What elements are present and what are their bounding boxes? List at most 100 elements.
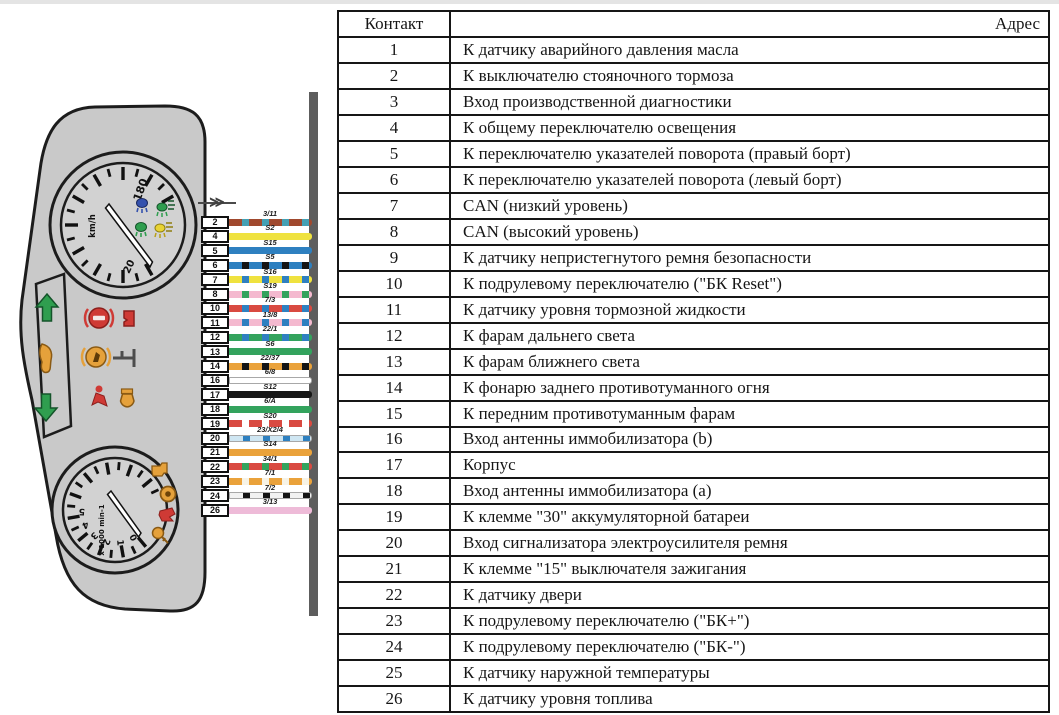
address-cell: К общему переключателю освещения [463, 117, 737, 137]
pin-number-box: 14 [201, 359, 229, 373]
wire [229, 319, 312, 327]
table-row: 7 CAN (низкий уровень) [339, 191, 1048, 218]
wire-code-label: 34/1 [262, 453, 278, 463]
pin-number-box: 18 [201, 402, 229, 416]
wire-code-label: S20 [263, 410, 277, 420]
wire-code-label: S6 [265, 338, 275, 348]
wire-code-label: S12 [263, 381, 277, 391]
contact-cell: 7 [339, 193, 451, 218]
address-cell: Вход антенны иммобилизатора (a) [463, 481, 712, 501]
address-cell: К подрулевому переключателю ("БК+") [463, 611, 750, 631]
wire [229, 218, 312, 226]
pin-number-box: 7 [201, 273, 229, 287]
top-edge-strip [0, 0, 1059, 4]
contact-cell: 26 [339, 687, 451, 712]
wire [229, 420, 312, 428]
battery-warning-icon [158, 507, 176, 522]
contact-cell: 14 [339, 375, 451, 400]
pin-number-box: 10 [201, 301, 229, 315]
wire [229, 463, 312, 471]
table-row: 22 К датчику двери [339, 581, 1048, 608]
table-row: 26 К датчику уровня топлива [339, 685, 1048, 712]
pin-number-box: 22 [201, 460, 229, 474]
contact-cell: 23 [339, 609, 451, 634]
table-row: 12 К фарам дальнего света [339, 321, 1048, 348]
table-row: 20 Вход сигнализатора электроусилителя ре… [339, 529, 1048, 556]
pin-number-box: 24 [201, 489, 229, 503]
contact-cell: 12 [339, 323, 451, 348]
immobilizer-icon [151, 526, 169, 544]
contact-cell: 21 [339, 557, 451, 582]
wire [229, 434, 312, 442]
address-cell: К фарам дальнего света [463, 325, 635, 345]
contact-cell: 19 [339, 505, 451, 530]
wire-code-label: S16 [263, 266, 277, 276]
address-cell: К клемме "30" аккумуляторной батареи [463, 507, 750, 527]
wire-code-label: 7/3 [264, 295, 276, 305]
brake-warning-icon [83, 307, 115, 329]
wire [229, 405, 312, 413]
address-cell: CAN (высокий уровень) [463, 221, 639, 241]
table-row: 10 К подрулевому переключателю ("БК Reset… [339, 269, 1048, 296]
tachometer-number: 2 [100, 537, 112, 546]
contact-cell: 13 [339, 349, 451, 374]
wire [229, 448, 312, 456]
pin-number-box: 5 [201, 244, 229, 258]
wire [229, 506, 312, 514]
contact-cell: 17 [339, 453, 451, 478]
pin-number-box: 20 [201, 431, 229, 445]
table-row: 13 К фарам ближнего света [339, 347, 1048, 374]
address-cell: К датчику уровня тормозной жидкости [463, 299, 746, 319]
table-row: 5 К переключателю указателей поворота (пр… [339, 139, 1048, 166]
contact-cell: 6 [339, 167, 451, 192]
wire [229, 348, 312, 356]
wire [229, 290, 312, 298]
table-row: 2 К выключателю стояночного тормоза [339, 61, 1048, 88]
wire-code-label: 23/X2/4 [257, 425, 283, 434]
address-cell: Вход сигнализатора электроусилителя ремн… [463, 533, 788, 553]
table-row: 21 К клемме "15" выключателя зажигания [339, 555, 1048, 582]
contact-cell: 9 [339, 245, 451, 270]
contact-cell: 8 [339, 219, 451, 244]
contact-cell: 1 [339, 37, 451, 62]
address-cell: К клемме "15" выключателя зажигания [463, 559, 747, 579]
address-cell: К датчику наружной температуры [463, 663, 710, 683]
tachometer-number: 3 [88, 529, 100, 540]
speedometer-min-label: 20 [122, 258, 138, 275]
wire-code-label: 3/13 [262, 497, 278, 506]
high-beam-icon [136, 198, 148, 213]
pin-number-box: 16 [201, 373, 229, 387]
wire [229, 362, 312, 370]
tachometer-needle [106, 489, 142, 539]
check-engine-icon [151, 462, 168, 477]
pinout-table: Контакт Адрес 1 К датчику аварийного давл… [337, 10, 1050, 713]
speedometer-needle [104, 202, 154, 269]
wire-code-label: S2 [265, 223, 275, 233]
wire-code-label: 3/11 [262, 209, 278, 218]
warning-icons [80, 307, 136, 408]
table-row: 14 К фонарю заднего противотуманного огня [339, 373, 1048, 400]
tachometer-number: 5 [79, 506, 86, 516]
pin-number-box: 12 [201, 330, 229, 344]
address-cell: К передним противотуманным фарам [463, 403, 736, 423]
abs-icon [159, 485, 177, 503]
table-row: 23 К подрулевому переключателю ("БК+") [339, 607, 1048, 634]
wire-code-label: 13/8 [262, 309, 278, 319]
contact-cell: 3 [339, 89, 451, 114]
address-cell: К фарам ближнего света [463, 351, 640, 371]
pin-number-box: 26 [201, 503, 229, 517]
address-cell: Вход антенны иммобилизатора (b) [463, 429, 713, 449]
address-cell: К выключателю стояночного тормоза [463, 65, 734, 85]
connector-symbol: ≫ [209, 194, 225, 211]
wire-code-label: 6/8 [264, 367, 276, 377]
wire [229, 304, 312, 312]
connector-symbol-line [198, 202, 236, 204]
fog-switch-icon [113, 349, 136, 367]
pin-number-box: 2 [201, 215, 229, 229]
table-row: 8 CAN (высокий уровень) [339, 217, 1048, 244]
contact-cell: 18 [339, 479, 451, 504]
wire [229, 477, 312, 485]
